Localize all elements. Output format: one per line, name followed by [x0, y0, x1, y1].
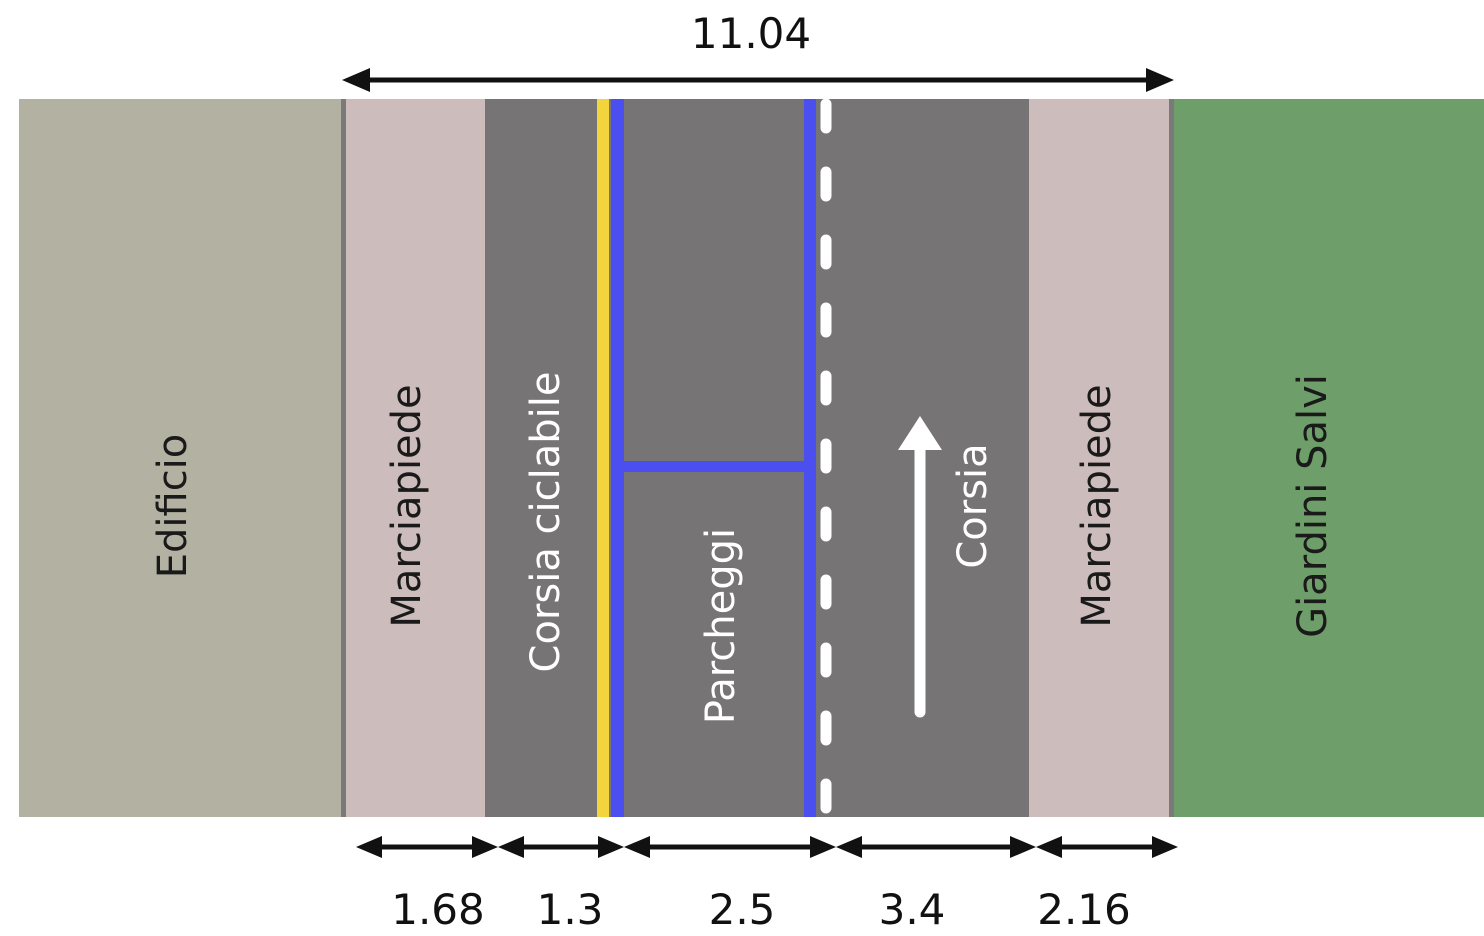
overall-width-label: 11.04: [691, 9, 811, 58]
segment-dimension: 1.68: [356, 836, 498, 934]
parking-line-left: [611, 99, 624, 817]
segment-dimension: 1.3: [498, 836, 624, 934]
segment-dimension: 3.4: [836, 836, 1036, 934]
zone-marciapiede-left: [346, 99, 485, 817]
parking-divider-line: [624, 461, 804, 472]
segment-width-label: 3.4: [879, 885, 946, 934]
zone-parcheggi: [597, 99, 811, 817]
bike-lane-line: [597, 99, 609, 817]
segment-dimension: 2.16: [1036, 836, 1178, 934]
overall-width-dimension: 11.04: [342, 9, 1174, 92]
segment-width-label: 2.5: [709, 885, 776, 934]
zone-labels: Edificio Marciapiede Corsia ciclabile Pa…: [150, 372, 1336, 725]
label-marciapiede-left: Marciapiede: [384, 384, 430, 627]
zone-marciapiede-right: [1029, 99, 1169, 817]
overall-width-arrowhead-right: [1146, 68, 1174, 92]
segment-width-label: 1.3: [537, 885, 604, 934]
zone-edificio: [19, 99, 343, 817]
zones: [19, 99, 1484, 817]
curb-left: [341, 99, 346, 817]
segment-dimension: 2.5: [624, 836, 836, 934]
label-giardini-salvi: Giardini Salvi: [1290, 374, 1336, 638]
segment-width-label: 1.68: [391, 885, 485, 934]
zone-giardini-salvi: [1174, 99, 1484, 817]
label-edificio: Edificio: [150, 434, 196, 579]
overall-width-arrowhead-left: [342, 68, 370, 92]
label-parcheggi: Parcheggi: [698, 528, 744, 724]
segment-width-label: 2.16: [1037, 885, 1131, 934]
zone-corsia-ciclabile: [485, 99, 597, 817]
segment-dimensions: 1.68 1.3 2.5 3.4 2.16: [356, 836, 1178, 934]
curb-right: [1169, 99, 1174, 817]
label-corsia: Corsia: [950, 443, 996, 568]
lane-direction-arrow-icon: [898, 416, 942, 718]
parking-line-right: [804, 99, 816, 817]
label-marciapiede-right: Marciapiede: [1074, 384, 1120, 627]
label-corsia-ciclabile: Corsia ciclabile: [523, 372, 569, 673]
